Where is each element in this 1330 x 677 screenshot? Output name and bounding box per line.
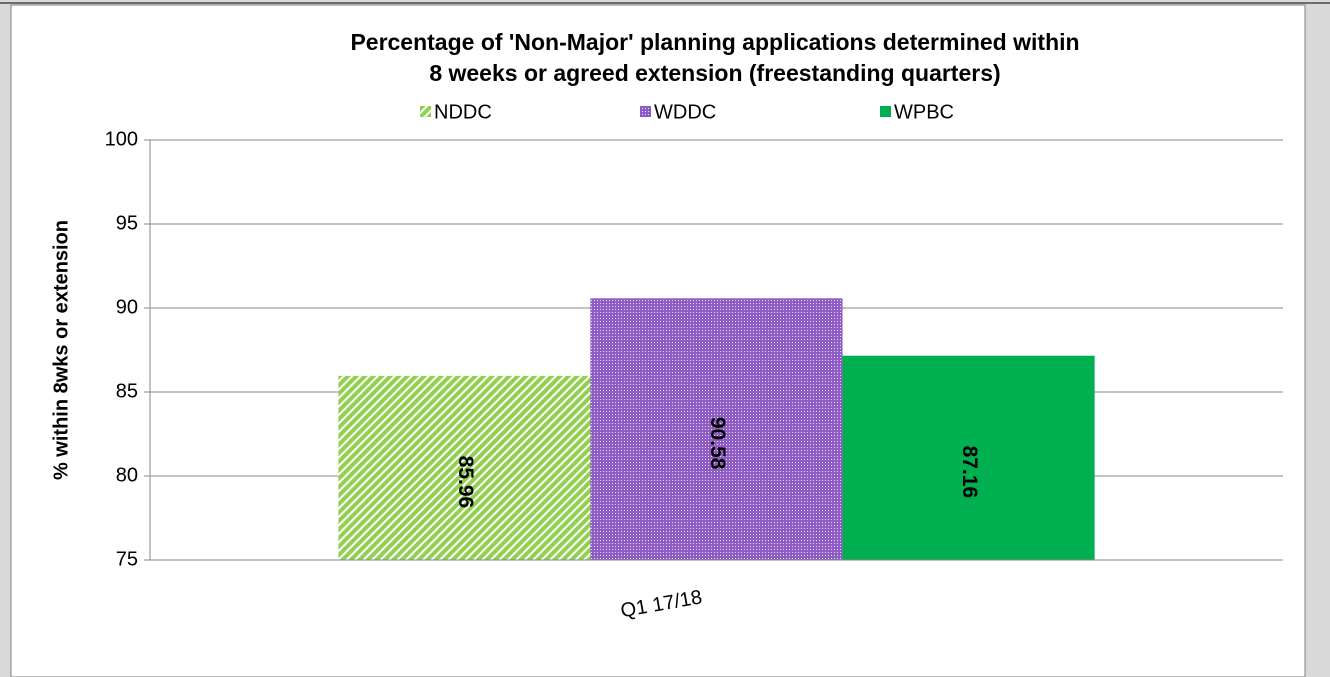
legend-swatch bbox=[640, 106, 651, 117]
legend-swatch bbox=[880, 106, 891, 117]
data-label: 87.16 bbox=[958, 446, 981, 499]
bar bbox=[338, 375, 591, 560]
bar bbox=[590, 298, 843, 560]
legend-swatch bbox=[420, 106, 431, 117]
y-tick-label: 85 bbox=[116, 380, 138, 402]
y-axis-label: % within 8wks or extension bbox=[50, 220, 72, 480]
bar bbox=[842, 355, 1095, 560]
data-label: 85.96 bbox=[454, 456, 477, 509]
legend-label: NDDC bbox=[434, 101, 492, 123]
legend-label: WPBC bbox=[894, 101, 954, 123]
legend-label: WDDC bbox=[654, 101, 716, 123]
y-tick-label: 90 bbox=[116, 296, 138, 318]
data-label: 90.58 bbox=[706, 417, 729, 470]
y-tick-label: 100 bbox=[105, 128, 138, 150]
y-tick-label: 95 bbox=[116, 212, 138, 234]
y-tick-label: 75 bbox=[116, 548, 138, 570]
chart-title: Percentage of 'Non-Major' planning appli… bbox=[350, 29, 1079, 55]
chart-title: 8 weeks or agreed extension (freestandin… bbox=[429, 60, 1000, 86]
y-tick-label: 80 bbox=[116, 464, 138, 486]
